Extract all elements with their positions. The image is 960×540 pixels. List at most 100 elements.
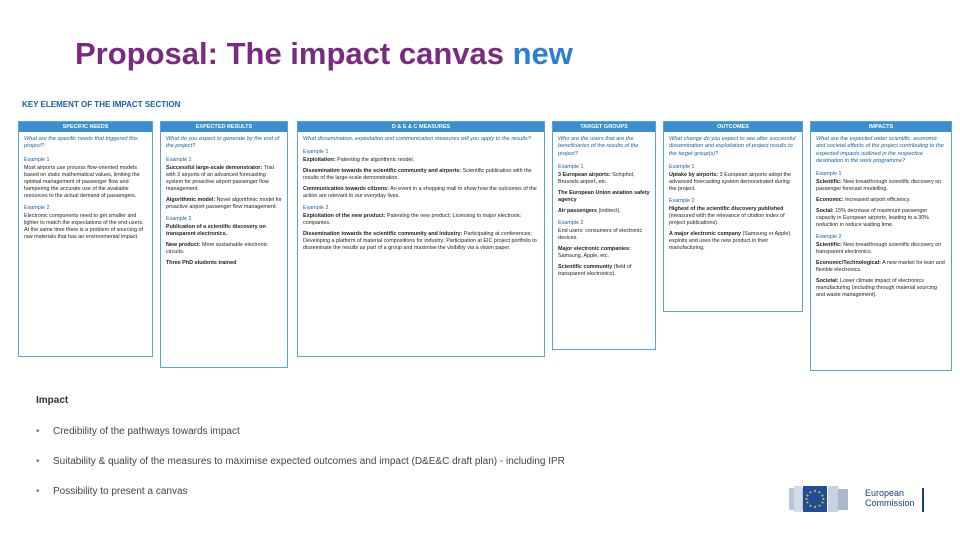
- column-header: OUTCOMES: [664, 122, 802, 132]
- canvas-column-specific-needs: SPECIFIC NEEDS What are the specific nee…: [18, 121, 153, 357]
- example-label: Example 2: [24, 204, 50, 211]
- item-text: New breakthrough scientific discovery on…: [816, 179, 942, 193]
- bullet-text: Credibility of the pathways towards impa…: [53, 426, 240, 437]
- example-label: Example 1: [24, 156, 50, 163]
- item-bold: 3 European airports:: [558, 171, 611, 178]
- eu-flag-icon: [789, 486, 848, 512]
- item-bold: The European Union aviation safety agenc…: [558, 189, 650, 203]
- bullet-text: Possibility to present a canvas: [53, 486, 188, 497]
- outcome-item: A major electronic company (Samsung or A…: [669, 231, 797, 252]
- example-label: Example 1: [166, 156, 192, 163]
- column-header: TARGET GROUPS: [553, 122, 655, 132]
- impact-bullet: • Possibility to present a canvas: [36, 486, 188, 497]
- logo-line-2: Commission: [865, 497, 915, 508]
- item-text: More sustainable electronic circuits.: [166, 241, 268, 255]
- example-label: Example 2: [303, 205, 329, 212]
- example-label: Example 2: [558, 219, 584, 226]
- result-item: Successful large-scale demonstrator: Tri…: [166, 165, 282, 193]
- item-text: Novel algorithmic model for proactive ai…: [166, 196, 282, 210]
- column-question: What are the expected wider scientific, …: [816, 136, 944, 164]
- item-text: An event in a shopping mall to show how …: [303, 186, 537, 200]
- example-label: Example 1: [816, 171, 842, 178]
- european-commission-logo: European Commission: [789, 484, 929, 516]
- slide-title-main: Proposal: The impact canvas: [75, 36, 504, 71]
- section-heading: KEY ELEMENT OF THE IMPACT SECTION: [22, 100, 181, 109]
- item-text: (field of transparent electronics).: [558, 263, 632, 277]
- bullet-dot: •: [36, 486, 40, 497]
- impact-item: Economic: Increased airport efficiency.: [816, 197, 946, 204]
- logo-divider: [922, 488, 924, 512]
- example-label: Example 1: [669, 163, 695, 170]
- column-question: What change do you expect to see after s…: [669, 136, 796, 157]
- example-label: Example 2: [816, 234, 842, 241]
- item-bold: Social:: [816, 208, 834, 215]
- group-item: Air passengers (indirect).: [558, 208, 650, 215]
- item-bold: Exploitation of the new product:: [303, 213, 386, 220]
- item-text: 15% decrease of maximum passenger capaci…: [816, 208, 929, 229]
- result-item: Publication of a scientific discovery on…: [166, 224, 282, 238]
- impact-item: Societal: Lower climate impact of electr…: [816, 278, 946, 299]
- item-bold: Dissemination towards the scientific com…: [303, 231, 463, 238]
- bullet-dot: •: [36, 456, 40, 467]
- impact-item: Economic/Technological: A new market for…: [816, 260, 946, 274]
- measure-item: Dissemination towards the scientific com…: [303, 231, 539, 252]
- canvas-column-dec-measures: D & E & C MEASURES What dissemination, e…: [297, 121, 545, 357]
- item-text: Participating at conferences; Developing…: [303, 231, 537, 252]
- column-header: D & E & C MEASURES: [298, 122, 544, 132]
- group-item: The European Union aviation safety agenc…: [558, 190, 650, 204]
- slide-title-accent: new: [512, 36, 573, 71]
- item-bold: Highest of the scientific discovery publ…: [669, 205, 784, 212]
- measure-item: Exploitation of the new product: Patenti…: [303, 213, 539, 227]
- canvas-column-outcomes: OUTCOMES What change do you expect to se…: [663, 121, 803, 312]
- item-text: Trial with 3 airports of an advanced for…: [166, 164, 274, 192]
- item-bold: Exploitation:: [303, 157, 336, 164]
- item-bold: Dissemination towards the scientific com…: [303, 168, 462, 175]
- item-bold: Scientific:: [816, 242, 842, 249]
- item-text: 3 European airports adopt the advanced f…: [669, 171, 791, 192]
- item-text: (measured with the relevance of citation…: [669, 212, 785, 226]
- item-bold: Algorithmic model:: [166, 196, 216, 203]
- slide-title: Proposal: The impact canvas new: [75, 36, 573, 72]
- impact-bullet: • Credibility of the pathways towards imp…: [36, 426, 240, 437]
- item-text: Scientific publication with the results …: [303, 168, 532, 182]
- item-bold: A major electronic company: [669, 230, 741, 237]
- bullet-text: Suitability & quality of the measures to…: [53, 456, 565, 467]
- item-bold: New product:: [166, 241, 201, 248]
- impact-item: Social: 15% decrease of maximum passenge…: [816, 208, 946, 229]
- item-bold: Major electronic companies:: [558, 245, 631, 252]
- impact-item: Scientific: New breakthrough scientific …: [816, 242, 946, 256]
- item-bold: Economic/Technological:: [816, 260, 881, 267]
- item-text: (Samsung or Apple) exploits and uses the…: [669, 230, 791, 251]
- measure-item: Communication towards citizens: An event…: [303, 186, 539, 200]
- canvas-column-impacts: IMPACTS What are the expected wider scie…: [810, 121, 952, 371]
- outcome-item: Highest of the scientific discovery publ…: [669, 206, 797, 227]
- item-text: Schiphol, Brussels airport, etc.: [558, 171, 635, 185]
- item-text: Patenting the new product; Licensing to …: [303, 213, 521, 227]
- item-text: End users: consumers of electronic devic…: [558, 227, 643, 241]
- example-label: Example 1: [558, 163, 584, 170]
- bullet-dot: •: [36, 426, 40, 437]
- impact-bullet: • Suitability & quality of the measures t…: [36, 456, 565, 467]
- group-item: Major electronic companies: Samsung, App…: [558, 246, 650, 260]
- group-item: End users: consumers of electronic devic…: [558, 228, 650, 242]
- column-header: SPECIFIC NEEDS: [19, 122, 152, 132]
- example-text: Electronic components need to get smalle…: [24, 212, 144, 240]
- column-header: IMPACTS: [811, 122, 951, 132]
- canvas-column-target-groups: TARGET GROUPS Who are the users that are…: [552, 121, 656, 350]
- result-item: New product: More sustainable electronic…: [166, 242, 282, 256]
- item-bold: Scientific:: [816, 179, 842, 186]
- impact-section: Impact: [36, 395, 68, 406]
- outcome-item: Uptake by airports: 3 European airports …: [669, 172, 797, 193]
- item-bold: Societal:: [816, 278, 839, 285]
- example-label: Example 2: [166, 215, 192, 222]
- item-bold: Air passengers: [558, 207, 597, 214]
- item-text: Increased airport efficiency.: [845, 197, 911, 204]
- impact-title: Impact: [36, 395, 69, 406]
- item-bold: Communication towards citizens:: [303, 186, 389, 193]
- item-text: A new market for lean and flexible elect…: [816, 260, 945, 274]
- column-question: What are the specific needs that trigger…: [24, 136, 138, 150]
- column-header: EXPECTED RESULTS: [161, 122, 287, 132]
- item-text: Samsung, Apple, etc.: [558, 252, 609, 259]
- item-bold: Successful large-scale demonstrator:: [166, 164, 263, 171]
- logo-line-1: European: [865, 488, 905, 498]
